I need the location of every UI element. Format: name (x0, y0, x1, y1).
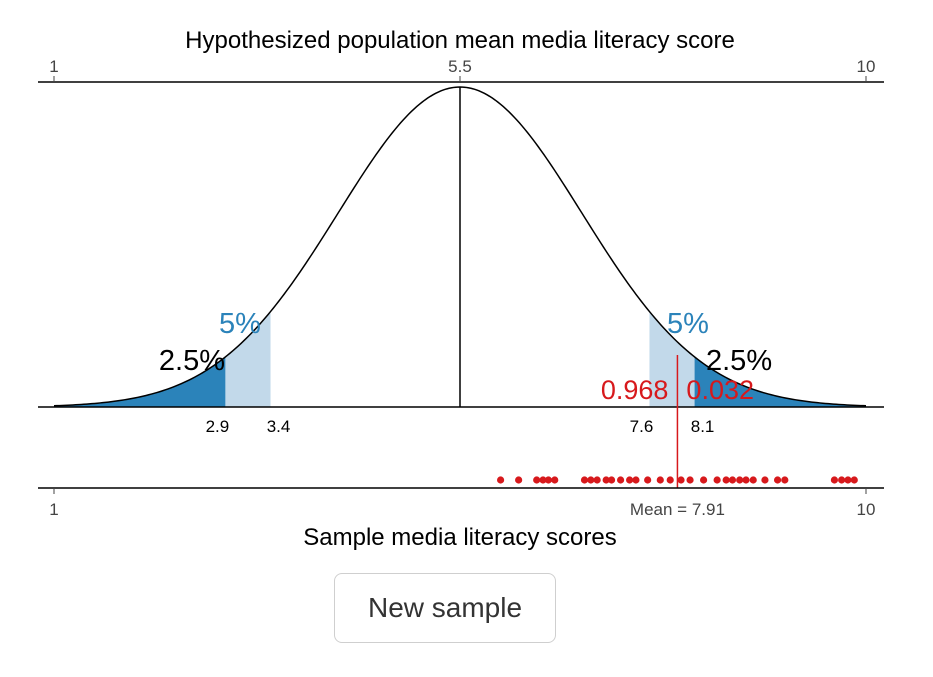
region-label: 5% (219, 308, 261, 340)
bottom-axis-title: Sample media literacy scores (303, 524, 616, 551)
tail-regions (54, 311, 866, 407)
sample-point (713, 476, 721, 484)
critical-value-label: 3.4 (267, 417, 291, 436)
region-label: 5% (667, 308, 709, 340)
tail-region (694, 356, 866, 407)
top-tick-label: 10 (857, 57, 876, 76)
sample-point (644, 476, 652, 484)
sample-point (533, 476, 541, 484)
bottom-axis-ticks: 1 10 (49, 488, 875, 519)
sample-point (626, 476, 634, 484)
sample-point (838, 476, 846, 484)
sample-point (617, 476, 625, 484)
sample-point (850, 476, 858, 484)
sample-point (686, 476, 694, 484)
sample-point (844, 476, 852, 484)
p-value-left: 0.968 (601, 375, 669, 405)
sample-point (539, 476, 547, 484)
sample-point (749, 476, 757, 484)
sample-point (773, 476, 782, 484)
sample-point (728, 476, 737, 484)
sample-point (607, 476, 616, 484)
region-label: 2.5% (706, 345, 772, 377)
sample-point (677, 476, 685, 484)
sample-point (736, 476, 744, 484)
critical-value-labels: 2.9 3.4 7.6 8.1 (206, 417, 715, 436)
bottom-tick-label: 1 (49, 500, 58, 519)
sample-point (666, 476, 674, 484)
top-axis-ticks: 1 5.5 10 (49, 57, 875, 82)
tail-region (54, 356, 226, 407)
top-axis-title: Hypothesized population mean media liter… (185, 27, 735, 54)
sample-point (656, 476, 664, 484)
tail-region (649, 311, 695, 407)
sample-point (742, 476, 750, 484)
sample-point (593, 476, 601, 484)
critical-value-label: 8.1 (691, 417, 715, 436)
sample-point (551, 476, 559, 484)
sample-point (602, 476, 610, 484)
sample-point (580, 476, 589, 484)
region-labels: 2.5% 5% 5% 2.5% (159, 308, 772, 377)
sample-point (722, 476, 730, 484)
sample-point (587, 476, 595, 484)
new-sample-button[interactable]: New sample (334, 573, 556, 643)
sampling-distribution-chart: Hypothesized population mean media liter… (38, 27, 884, 551)
top-tick-label: 1 (49, 57, 58, 76)
p-value-right: 0.032 (686, 375, 754, 405)
tail-region (225, 311, 271, 407)
sample-point (544, 476, 553, 484)
region-label: 2.5% (159, 345, 225, 377)
sample-point (632, 476, 640, 484)
sample-point (830, 476, 839, 484)
sample-point (497, 476, 505, 484)
top-tick-label: 5.5 (448, 57, 472, 76)
sample-mean-label: Mean = 7.91 (630, 500, 725, 519)
sample-point (781, 476, 789, 484)
sample-point (515, 476, 523, 484)
bottom-tick-label: 10 (857, 500, 876, 519)
critical-value-label: 2.9 (206, 417, 230, 436)
sample-points (497, 476, 858, 484)
sample-point (761, 476, 769, 484)
critical-value-label: 7.6 (630, 417, 654, 436)
sample-point (700, 476, 708, 484)
